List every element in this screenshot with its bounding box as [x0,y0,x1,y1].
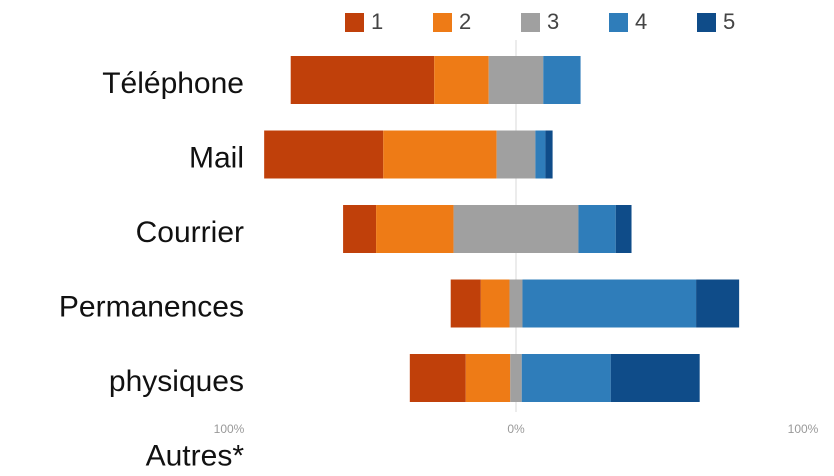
y-tick-label: Mail [189,141,244,174]
x-tick-label: 100% [788,422,819,436]
bar-segment [535,130,546,179]
bar-segment [521,354,611,402]
legend-label: 5 [723,9,735,34]
legend-swatch [697,13,716,32]
y-tick-label: Téléphone [102,67,244,100]
bar-segment [509,279,523,328]
x-tick-label: 100% [214,422,245,436]
bar-segment [450,279,481,328]
y-tick-label: Courrier [136,216,244,249]
bar-segment [496,130,536,179]
legend-label: 1 [371,9,383,34]
y-tick-label: Autres* [146,439,245,472]
bar-segment [290,56,435,104]
bar-segment [453,205,579,253]
bar-segment [409,354,466,402]
legend-swatch [609,13,628,32]
bar-segment [510,354,522,402]
bar-segment [343,205,377,253]
legend-swatch [521,13,540,32]
bar-segment [376,205,454,253]
y-tick-label: Permanences [59,290,244,323]
bar-segment [610,354,700,402]
x-tick-label: 0% [507,422,525,436]
bar-segment [545,130,553,179]
legend-label: 2 [459,9,471,34]
legend-swatch [345,13,364,32]
legend-label: 3 [547,9,559,34]
legend-swatch [433,13,452,32]
bar-segment [488,56,544,104]
bar-segment [543,56,581,104]
y-tick-label: physiques [109,365,244,398]
bar-segment [264,130,384,179]
bar-segment [434,56,489,104]
bar-segment [615,205,632,253]
bar-segment [383,130,497,179]
bar-segment [480,279,510,328]
legend-label: 4 [635,9,647,34]
bar-segment [465,354,511,402]
bar-segment [578,205,616,253]
bar-segment [522,279,697,328]
bar-segment [696,279,740,328]
